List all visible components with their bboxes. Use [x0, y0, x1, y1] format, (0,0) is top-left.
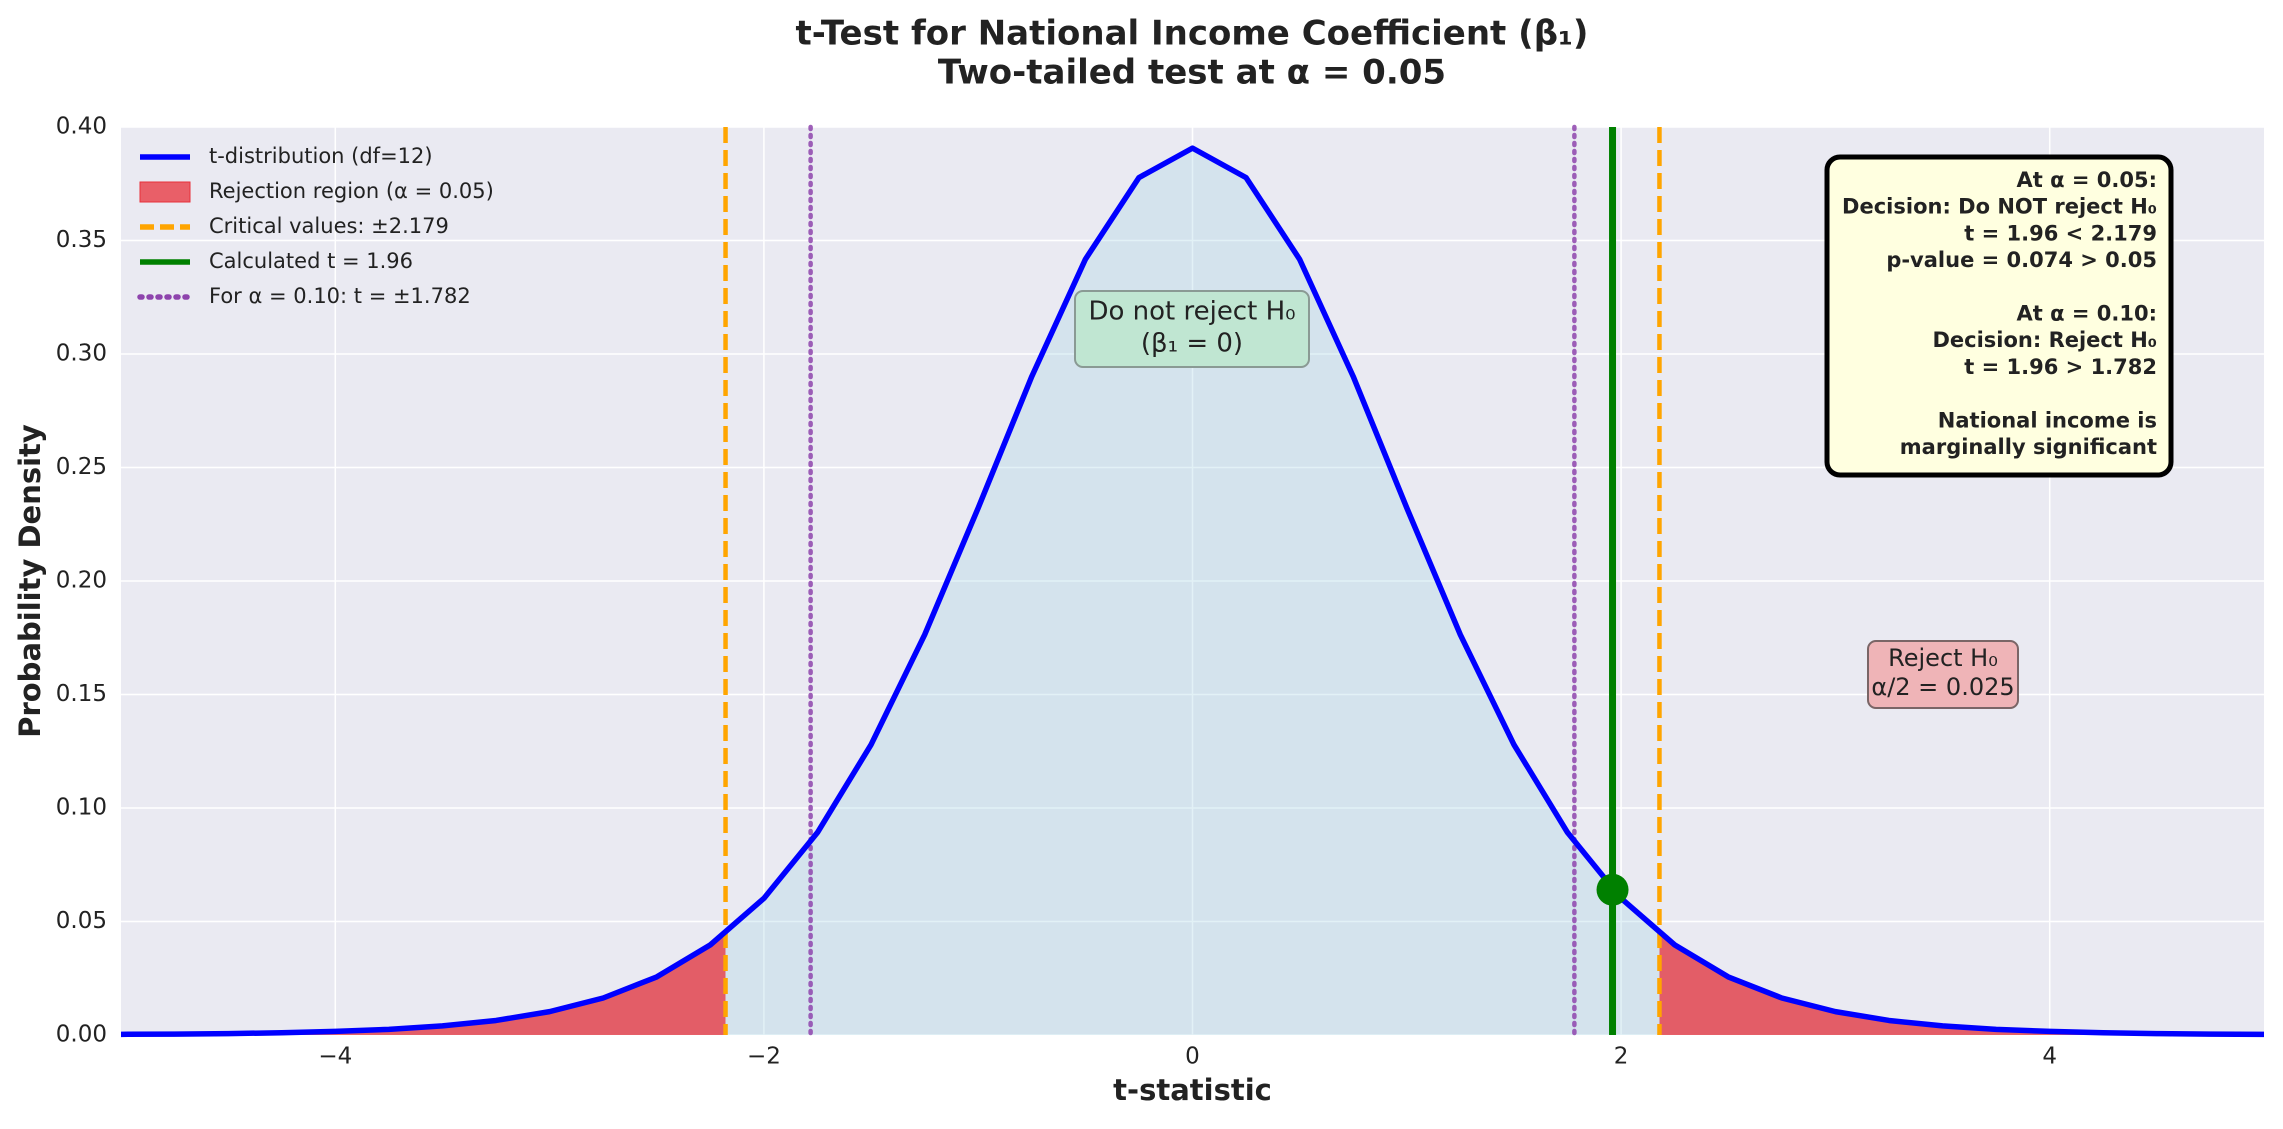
legend-label: Critical values: ±2.179 [209, 214, 449, 238]
legend-label: Calculated t = 1.96 [209, 249, 413, 273]
y-tick-label: 0.35 [56, 227, 107, 253]
annotation-text: Reject H₀ [1888, 644, 1998, 672]
calculated-t-point [1596, 873, 1629, 906]
annotation-box [1074, 290, 1310, 368]
x-tick-label: 0 [1185, 1044, 1200, 1070]
acceptance-area [121, 148, 2264, 1036]
decision-text: Decision: Do NOT reject H₀ [1842, 195, 2157, 219]
legend-label: For α = 0.10: t = ±1.782 [209, 284, 471, 308]
annotation-text: (β₁ = 0) [1141, 329, 1243, 359]
annotation-box [1867, 640, 2019, 709]
y-tick-label: 0.15 [56, 681, 107, 707]
decision-text: National income is [1938, 408, 2157, 432]
legend-label: Rejection region (α = 0.05) [209, 179, 494, 203]
decision-text: t = 1.96 < 2.179 [1964, 221, 2157, 245]
y-tick-label: 0.00 [56, 1022, 107, 1048]
rejection-area [121, 931, 726, 1035]
annotation-text: α/2 = 0.025 [1871, 673, 2014, 701]
decision-text: Decision: Reject H₀ [1932, 328, 2157, 352]
decision-text: p-value = 0.074 > 0.05 [1886, 248, 2157, 272]
decision-text: marginally significant [1900, 435, 2157, 459]
decision-box [1824, 154, 2174, 478]
decision-text: t = 1.96 > 1.782 [1964, 355, 2157, 379]
x-tick-label: −2 [747, 1044, 781, 1070]
legend-swatch [139, 181, 191, 203]
x-tick-label: 2 [1614, 1044, 1629, 1070]
y-tick-label: 0.40 [56, 114, 107, 140]
x-axis-label: t-statistic [1113, 1073, 1272, 1107]
chart-title: t-Test for National Income Coefficient (… [796, 14, 1589, 54]
decision-text: At α = 0.05: [2017, 168, 2157, 192]
y-axis-label: Probability Density [13, 424, 47, 738]
legend-label: t-distribution (df=12) [209, 144, 433, 168]
y-tick-label: 0.20 [56, 568, 107, 594]
rejection-area [1659, 931, 2264, 1035]
x-tick-label: 4 [2042, 1044, 2057, 1070]
y-tick-label: 0.30 [56, 341, 107, 367]
x-tick-label: −4 [318, 1044, 352, 1070]
density-line [120, 145, 2265, 1038]
decision-text: At α = 0.10: [2017, 302, 2157, 326]
y-tick-label: 0.05 [56, 908, 107, 934]
y-tick-label: 0.25 [56, 454, 107, 480]
y-tick-label: 0.10 [56, 795, 107, 821]
annotation-text: Do not reject H₀ [1088, 297, 1295, 327]
chart-title: Two-tailed test at α = 0.05 [938, 53, 1446, 93]
